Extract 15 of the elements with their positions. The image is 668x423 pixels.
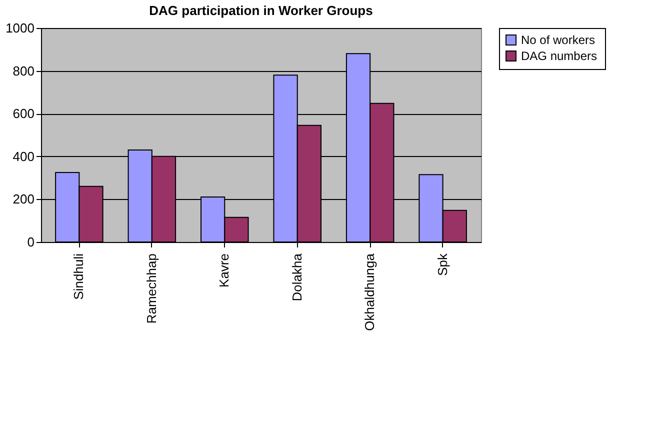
chart-title: DAG participation in Worker Groups (149, 3, 373, 18)
y-tick-label: 200 (12, 192, 34, 207)
legend-label: No of workers (521, 33, 596, 47)
y-tick-label: 0 (27, 234, 34, 250)
x-tick-label: Okhaldhunga (362, 252, 378, 331)
x-tick-label: Spk (434, 253, 450, 276)
x-tick-label: Dolakha (289, 252, 304, 302)
y-tick-label: 1000 (6, 20, 34, 36)
y-tick-label: 400 (12, 148, 34, 164)
x-tick-label: Kavre (216, 254, 232, 288)
x-tick-label: Sindhuli (71, 253, 86, 300)
y-tick-label: 800 (12, 63, 34, 78)
x-tick-label: Ramechhap (144, 254, 159, 324)
y-tick-label: 600 (12, 106, 34, 122)
legend-label: DAG numbers (521, 49, 598, 63)
